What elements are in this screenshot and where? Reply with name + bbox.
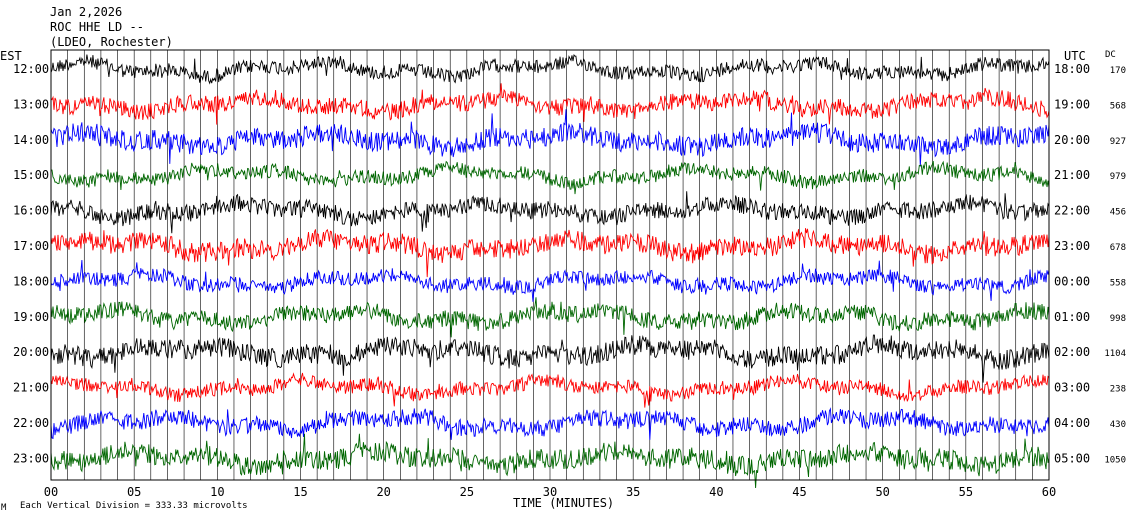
dc-label: 456 <box>1110 208 1126 218</box>
seismic-traces <box>50 53 1050 489</box>
est-label: 13:00 <box>13 97 49 111</box>
utc-label: 22:00 <box>1054 204 1090 218</box>
trace-row-2100 <box>50 372 1050 408</box>
utc-label: 01:00 <box>1054 310 1090 324</box>
x-tick-label-10: 10 <box>210 485 224 499</box>
est-label: 14:00 <box>13 133 49 147</box>
trace-row-2000 <box>50 334 1050 383</box>
trace-row-1200 <box>50 53 1050 85</box>
est-label: 16:00 <box>13 204 49 218</box>
utc-axis-title: UTC <box>1064 49 1086 63</box>
x-axis-label: TIME (MINUTES) <box>513 496 614 510</box>
header-station: ROC HHE LD -- <box>50 20 144 34</box>
x-tick-label-60: 60 <box>1042 485 1056 499</box>
dc-label: 1104 <box>1104 349 1126 359</box>
est-label: 21:00 <box>13 381 49 395</box>
header-date: Jan 2,2026 <box>50 5 122 19</box>
dc-label: 927 <box>1110 137 1126 147</box>
dc-label: 170 <box>1110 66 1126 76</box>
trace-row-1300 <box>50 83 1050 125</box>
x-tick-label-25: 25 <box>460 485 474 499</box>
x-tick-label-20: 20 <box>376 485 390 499</box>
utc-label: 03:00 <box>1054 381 1090 395</box>
x-tick-label-00: 00 <box>44 485 58 499</box>
est-label: 18:00 <box>13 274 49 288</box>
minute-grid <box>50 50 1050 480</box>
x-tick-label-35: 35 <box>626 485 640 499</box>
utc-label: 18:00 <box>1054 62 1090 76</box>
est-label: 19:00 <box>13 310 49 324</box>
est-label: 17:00 <box>13 239 49 253</box>
dc-label: 998 <box>1110 314 1126 324</box>
utc-label: 20:00 <box>1054 133 1090 147</box>
x-tick-label-05: 05 <box>127 485 141 499</box>
header-network: (LDEO, Rochester) <box>50 35 173 49</box>
trace-row-1900 <box>50 297 1050 338</box>
dc-axis-title: DC <box>1105 50 1116 60</box>
utc-label: 00:00 <box>1054 274 1090 288</box>
dc-label: 238 <box>1110 385 1126 395</box>
est-label: 23:00 <box>13 451 49 465</box>
est-label: 15:00 <box>13 168 49 182</box>
x-tick-label-30: 30 <box>543 485 557 499</box>
plot-border <box>50 49 1050 481</box>
x-tick-label-45: 45 <box>792 485 806 499</box>
utc-label: 02:00 <box>1054 345 1090 359</box>
x-tick-labels: 00 05 10 15 20 25 30 35 40 45 50 55 60 <box>44 485 1056 499</box>
trace-row-1600 <box>50 191 1050 234</box>
est-label: 22:00 <box>13 416 49 430</box>
x-tick-label-50: 50 <box>875 485 889 499</box>
utc-label: 19:00 <box>1054 97 1090 111</box>
row-labels: 12:00 18:00 170 13:00 19:00 568 14:00 20:00 927 1… <box>13 62 1126 465</box>
est-label: 12:00 <box>13 62 49 76</box>
utc-label: 04:00 <box>1054 416 1090 430</box>
trace-row-2300 <box>50 433 1050 489</box>
trace-row-2200 <box>50 407 1050 440</box>
est-label: 20:00 <box>13 345 49 359</box>
utc-label: 05:00 <box>1054 451 1090 465</box>
plot-frame <box>50 49 1050 481</box>
dc-label: 430 <box>1110 420 1126 430</box>
dc-label: 1050 <box>1104 455 1126 465</box>
utc-label: 21:00 <box>1054 168 1090 182</box>
est-axis-title: EST <box>0 49 22 63</box>
footer-mark: M <box>1 503 7 513</box>
dc-label: 558 <box>1110 278 1126 288</box>
dc-label: 568 <box>1110 101 1126 111</box>
dc-label: 678 <box>1110 243 1126 253</box>
trace-row-1400 <box>50 109 1050 167</box>
trace-row-1800 <box>50 259 1050 302</box>
x-tick-label-40: 40 <box>709 485 723 499</box>
scale-note: Each Vertical Division = 333.33 microvol… <box>20 501 248 511</box>
x-tick-label-15: 15 <box>293 485 307 499</box>
trace-row-1700 <box>50 228 1050 278</box>
utc-label: 23:00 <box>1054 239 1090 253</box>
dc-label: 979 <box>1110 172 1126 182</box>
x-tick-label-55: 55 <box>959 485 973 499</box>
trace-row-1500 <box>50 160 1050 195</box>
